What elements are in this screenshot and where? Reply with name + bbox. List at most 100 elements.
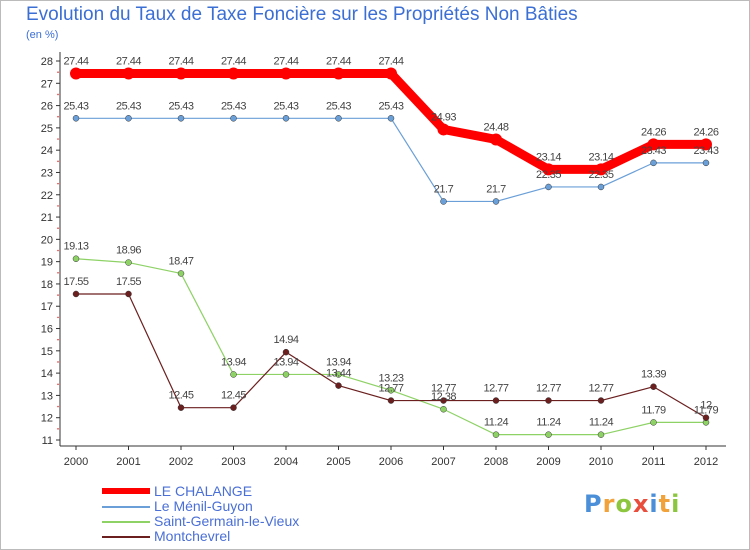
data-label-le-menil-guyon: 21.7: [434, 183, 454, 195]
data-label-le-chalange: 24.48: [483, 121, 508, 133]
data-label-montchevrel: 13.39: [641, 369, 666, 381]
y-tick-label: 15: [41, 346, 53, 358]
y-minor-tick: [57, 361, 59, 363]
data-label-le-menil-guyon: 25.43: [326, 100, 351, 112]
data-point-saint-germain-le-vieux: [597, 431, 605, 438]
y-tick-label: 21: [41, 212, 53, 224]
data-label-montchevrel: 14.94: [273, 334, 298, 346]
data-point-le-chalange: [280, 67, 292, 80]
data-label-le-chalange: 24.26: [641, 126, 666, 138]
data-label-saint-germain-le-vieux: 19.13: [63, 241, 88, 253]
logo-letter: t: [658, 490, 672, 518]
legend-label-le-menil-guyon: Le Ménil-Guyon: [154, 498, 253, 514]
data-label-le-chalange: 27.44: [273, 55, 298, 67]
x-tick-label: 2007: [431, 456, 455, 468]
data-point-le-menil-guyon: [230, 115, 237, 122]
y-minor-tick: [57, 383, 59, 386]
x-tick-label: 2002: [169, 456, 193, 468]
data-point-saint-germain-le-vieux: [440, 405, 447, 413]
legend-label-le-chalange: LE CHALANGE: [154, 483, 253, 499]
data-point-saint-germain-le-vieux: [177, 270, 185, 277]
data-label-saint-germain-le-vieux: 18.96: [116, 245, 141, 257]
data-label-saint-germain-le-vieux: 11.79: [641, 404, 666, 416]
x-tick-label: 2001: [116, 456, 140, 468]
legend-swatch-montchevrel: [102, 536, 150, 538]
data-point-montchevrel: [177, 404, 185, 411]
data-point-le-menil-guyon: [650, 159, 657, 167]
data-point-saint-germain-le-vieux: [650, 419, 657, 426]
data-point-le-chalange: [595, 163, 607, 176]
data-point-le-chalange: [385, 67, 397, 80]
data-point-le-chalange: [542, 163, 555, 176]
logo-letter: i: [671, 490, 681, 518]
data-point-montchevrel: [492, 397, 500, 404]
data-label-le-chalange: 27.44: [221, 55, 246, 67]
y-minor-tick: [57, 71, 59, 73]
data-point-le-menil-guyon: [335, 115, 342, 122]
data-label-montchevrel: 12.77: [483, 383, 508, 395]
data-label-saint-germain-le-vieux: 13.94: [221, 356, 246, 368]
data-label-saint-germain-le-vieux: 18.47: [168, 255, 193, 267]
y-tick-label: 20: [41, 234, 53, 246]
y-minor-tick: [57, 115, 59, 118]
data-point-montchevrel: [230, 404, 237, 411]
x-tick-label: 2010: [589, 456, 613, 468]
data-point-saint-germain-le-vieux: [545, 431, 552, 438]
y-tick-label: 28: [41, 56, 53, 68]
y-minor-tick: [57, 249, 59, 252]
data-label-le-chalange: 27.44: [168, 55, 193, 67]
series-line-saint-germain-le-vieux: [75, 258, 707, 436]
data-label-saint-germain-le-vieux: 13.94: [273, 356, 298, 368]
data-label-le-chalange: 27.44: [326, 55, 351, 67]
x-tick-label: 2000: [64, 456, 88, 468]
x-tick-label: 2009: [536, 456, 560, 468]
data-point-saint-germain-le-vieux: [492, 431, 500, 438]
data-label-montchevrel: 12.45: [168, 390, 193, 402]
unit-label: (en %): [26, 29, 59, 41]
data-point-le-menil-guyon: [72, 115, 80, 122]
data-label-saint-germain-le-vieux: 11.79: [694, 404, 719, 416]
y-minor-tick: [57, 405, 59, 408]
y-minor-tick: [57, 138, 59, 140]
x-tick-label: 2012: [694, 456, 718, 468]
y-minor-tick: [57, 338, 59, 341]
data-label-saint-germain-le-vieux: 11.24: [536, 417, 561, 429]
y-tick-label: 18: [41, 279, 53, 291]
x-tick-label: 2011: [642, 456, 666, 468]
data-point-le-menil-guyon: [492, 198, 500, 205]
data-point-montchevrel: [702, 414, 710, 421]
y-tick-label: 17: [41, 301, 53, 313]
data-point-montchevrel: [335, 382, 342, 389]
y-tick-label: 27: [41, 78, 53, 90]
y-tick-label: 19: [41, 257, 53, 269]
legend-label-saint-germain-le-vieux: Saint-Germain-le-Vieux: [154, 513, 300, 529]
logo-letter: o: [615, 490, 633, 518]
data-label-le-menil-guyon: 25.43: [378, 100, 403, 112]
y-minor-tick: [57, 271, 59, 274]
data-point-le-menil-guyon: [702, 159, 710, 167]
y-minor-tick: [57, 227, 59, 230]
data-label-le-chalange: 23.14: [536, 151, 561, 163]
y-minor-tick: [57, 294, 59, 296]
y-tick-label: 13: [41, 390, 53, 402]
data-point-montchevrel: [545, 397, 552, 404]
data-label-montchevrel: 12.45: [221, 390, 246, 402]
data-point-le-chalange: [70, 67, 82, 80]
y-tick-label: 22: [41, 190, 53, 202]
y-tick-label: 23: [41, 167, 53, 179]
proxiti-logo: Proxiti: [584, 490, 680, 518]
data-point-le-menil-guyon: [282, 115, 290, 122]
data-point-montchevrel: [282, 348, 290, 356]
data-label-le-menil-guyon: 25.43: [116, 100, 141, 112]
data-label-le-chalange: 23.14: [588, 151, 613, 163]
y-tick-label: 26: [41, 101, 53, 113]
data-label-le-menil-guyon: 25.43: [221, 100, 246, 112]
data-label-le-menil-guyon: 25.43: [168, 100, 193, 112]
y-tick-label: 16: [41, 324, 53, 336]
data-label-le-menil-guyon: 23.43: [693, 145, 718, 157]
y-minor-tick: [57, 93, 59, 96]
data-label-montchevrel: 12.77: [536, 383, 561, 395]
data-label-montchevrel: 17.55: [63, 276, 88, 288]
data-label-le-menil-guyon: 25.43: [63, 100, 88, 112]
